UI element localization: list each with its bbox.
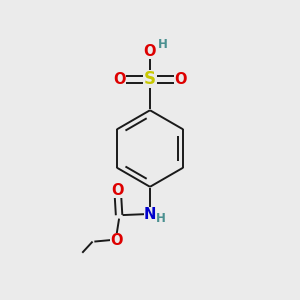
Text: O: O bbox=[144, 44, 156, 59]
Text: O: O bbox=[175, 72, 187, 87]
Text: O: O bbox=[111, 182, 124, 197]
Text: O: O bbox=[110, 232, 123, 247]
Text: O: O bbox=[113, 72, 125, 87]
Text: S: S bbox=[144, 70, 156, 88]
Text: H: H bbox=[156, 212, 166, 225]
Text: H: H bbox=[158, 38, 168, 51]
Text: N: N bbox=[144, 207, 156, 222]
